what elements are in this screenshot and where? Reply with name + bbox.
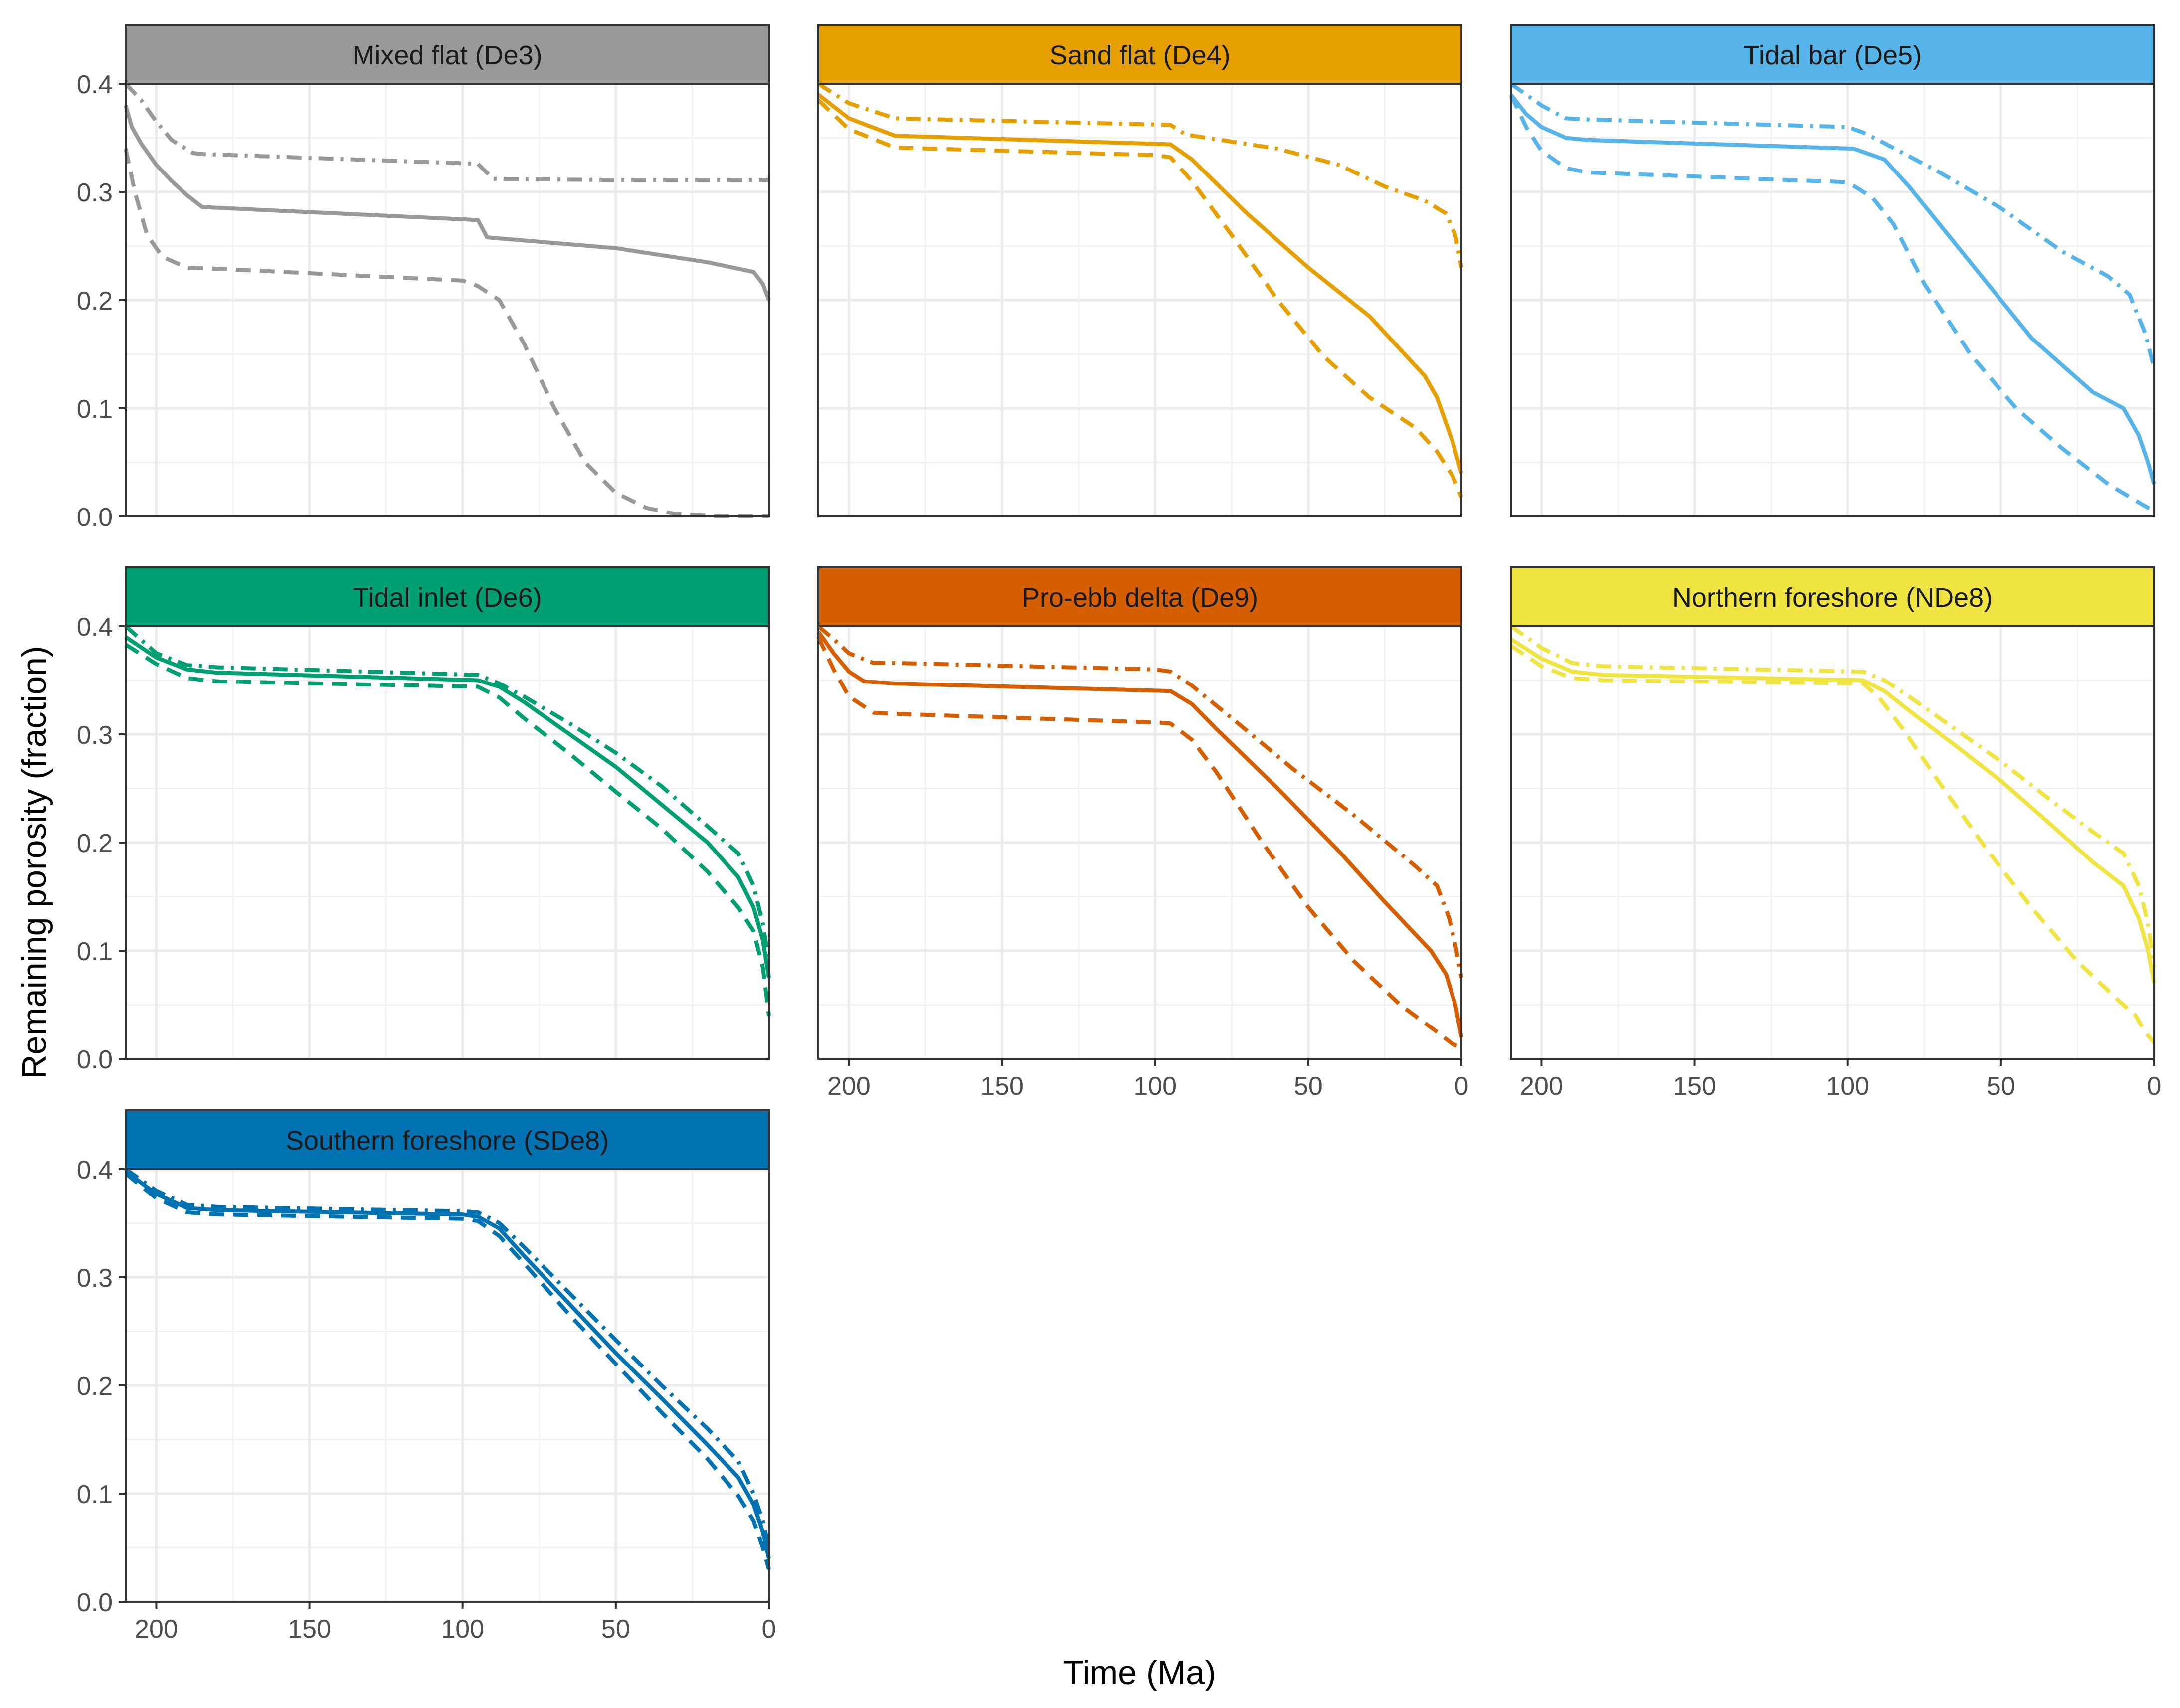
- x-tick-label: 150: [980, 1072, 1024, 1101]
- x-tick-label: 100: [1826, 1072, 1869, 1101]
- series-line-dotdash: [124, 1167, 771, 1548]
- strip-background: [125, 566, 770, 627]
- series-line-solid: [1509, 93, 2156, 485]
- facet-panel: Tidal inlet (De6) 0.0 0.1 0.2 0.3 0.4: [77, 566, 771, 1074]
- series-line-solid: [817, 93, 1463, 474]
- x-tick-label: 0: [762, 1615, 776, 1644]
- facet-panel: Tidal bar (De5): [1509, 24, 2156, 518]
- series-line-dotdash: [124, 625, 771, 962]
- y-tick-label: 0.3: [77, 1264, 113, 1293]
- y-tick-label: 0.4: [77, 1156, 113, 1185]
- strip-background: [817, 566, 1462, 627]
- x-tick-label: 200: [135, 1615, 178, 1644]
- x-tick-label: 0: [1454, 1072, 1469, 1101]
- series-line-dashed: [816, 636, 1462, 1050]
- strip-title: Tidal bar (De5): [1743, 40, 1922, 70]
- series-line-dashed: [124, 1172, 771, 1570]
- y-axis-label: Remaining porosity (fraction): [15, 646, 53, 1079]
- x-tick-label: 200: [1520, 1072, 1563, 1101]
- x-tick-label: 50: [1987, 1072, 2015, 1101]
- facet-panel: Mixed flat (De3) 0.0 0.1 0.2 0.3 0.4: [77, 24, 771, 532]
- strip-title: Southern foreshore (SDe8): [286, 1126, 609, 1156]
- y-tick-label: 0.1: [77, 937, 113, 966]
- strip-title: Pro-ebb delta (De9): [1022, 583, 1258, 613]
- series-line-dotdash: [1509, 624, 2156, 968]
- facet-panel: Pro-ebb delta (De9) 200 150 100 50 0: [816, 566, 1469, 1101]
- y-tick-label: 0.1: [77, 395, 113, 424]
- facet-panel: Sand flat (De4): [817, 24, 1463, 518]
- facet-panel: Southern foreshore (SDe8) 0.0 0.1 0.2 0.3 0.4…: [77, 1109, 776, 1644]
- y-tick-label: 0.0: [77, 503, 113, 532]
- x-tick-label: 100: [441, 1615, 484, 1644]
- x-tick-label: 0: [2147, 1072, 2162, 1101]
- facet-panels: Mixed flat (De3) 0.0 0.1 0.2 0.3 0.4 Sand flat…: [77, 24, 2162, 1644]
- y-tick-label: 0.4: [77, 613, 113, 642]
- series-line-solid: [124, 1170, 771, 1559]
- series-line-dashed: [124, 148, 769, 518]
- series-line-dotdash: [1509, 82, 2156, 369]
- y-tick-label: 0.3: [77, 178, 113, 207]
- strip-background: [125, 24, 770, 85]
- x-tick-label: 200: [827, 1072, 871, 1101]
- y-tick-label: 0.2: [77, 287, 113, 316]
- series-line-dotdash: [817, 624, 1463, 979]
- strip-title: Mixed flat (De3): [352, 40, 542, 70]
- x-axis-label: Time (Ma): [1063, 1654, 1216, 1692]
- y-tick-label: 0.4: [77, 70, 113, 99]
- x-tick-label: 50: [601, 1615, 630, 1644]
- strip-title: Northern foreshore (NDe8): [1672, 583, 1993, 613]
- y-tick-label: 0.2: [77, 1372, 113, 1401]
- y-tick-label: 0.0: [77, 1588, 113, 1617]
- series-line-dotdash: [817, 82, 1463, 268]
- facet-panel: Northern foreshore (NDe8) 200 150 100 50 0: [1509, 566, 2162, 1101]
- x-tick-label: 100: [1133, 1072, 1177, 1101]
- y-tick-label: 0.0: [77, 1045, 113, 1074]
- strip-background: [1510, 24, 2155, 85]
- x-tick-label: 50: [1294, 1072, 1323, 1101]
- series-line-dashed: [124, 643, 771, 1016]
- strip-background: [125, 1109, 770, 1170]
- y-tick-label: 0.3: [77, 721, 113, 750]
- series-line-solid: [816, 630, 1463, 1038]
- series-line-dashed: [1509, 93, 2155, 513]
- series-line-solid: [124, 105, 771, 301]
- x-tick-label: 150: [288, 1615, 331, 1644]
- strip-background: [1510, 566, 2155, 627]
- strip-title: Tidal inlet (De6): [353, 583, 542, 613]
- x-tick-label: 150: [1673, 1072, 1716, 1101]
- series-line-dashed: [1509, 644, 2156, 1044]
- strip-background: [817, 24, 1462, 85]
- series-line-dotdash: [124, 82, 769, 182]
- strip-title: Sand flat (De4): [1049, 40, 1230, 70]
- series-line-solid: [124, 635, 771, 978]
- y-tick-label: 0.2: [77, 829, 113, 858]
- y-tick-label: 0.1: [77, 1480, 113, 1509]
- series-line-solid: [1509, 637, 2156, 984]
- series-line-dashed: [817, 98, 1463, 498]
